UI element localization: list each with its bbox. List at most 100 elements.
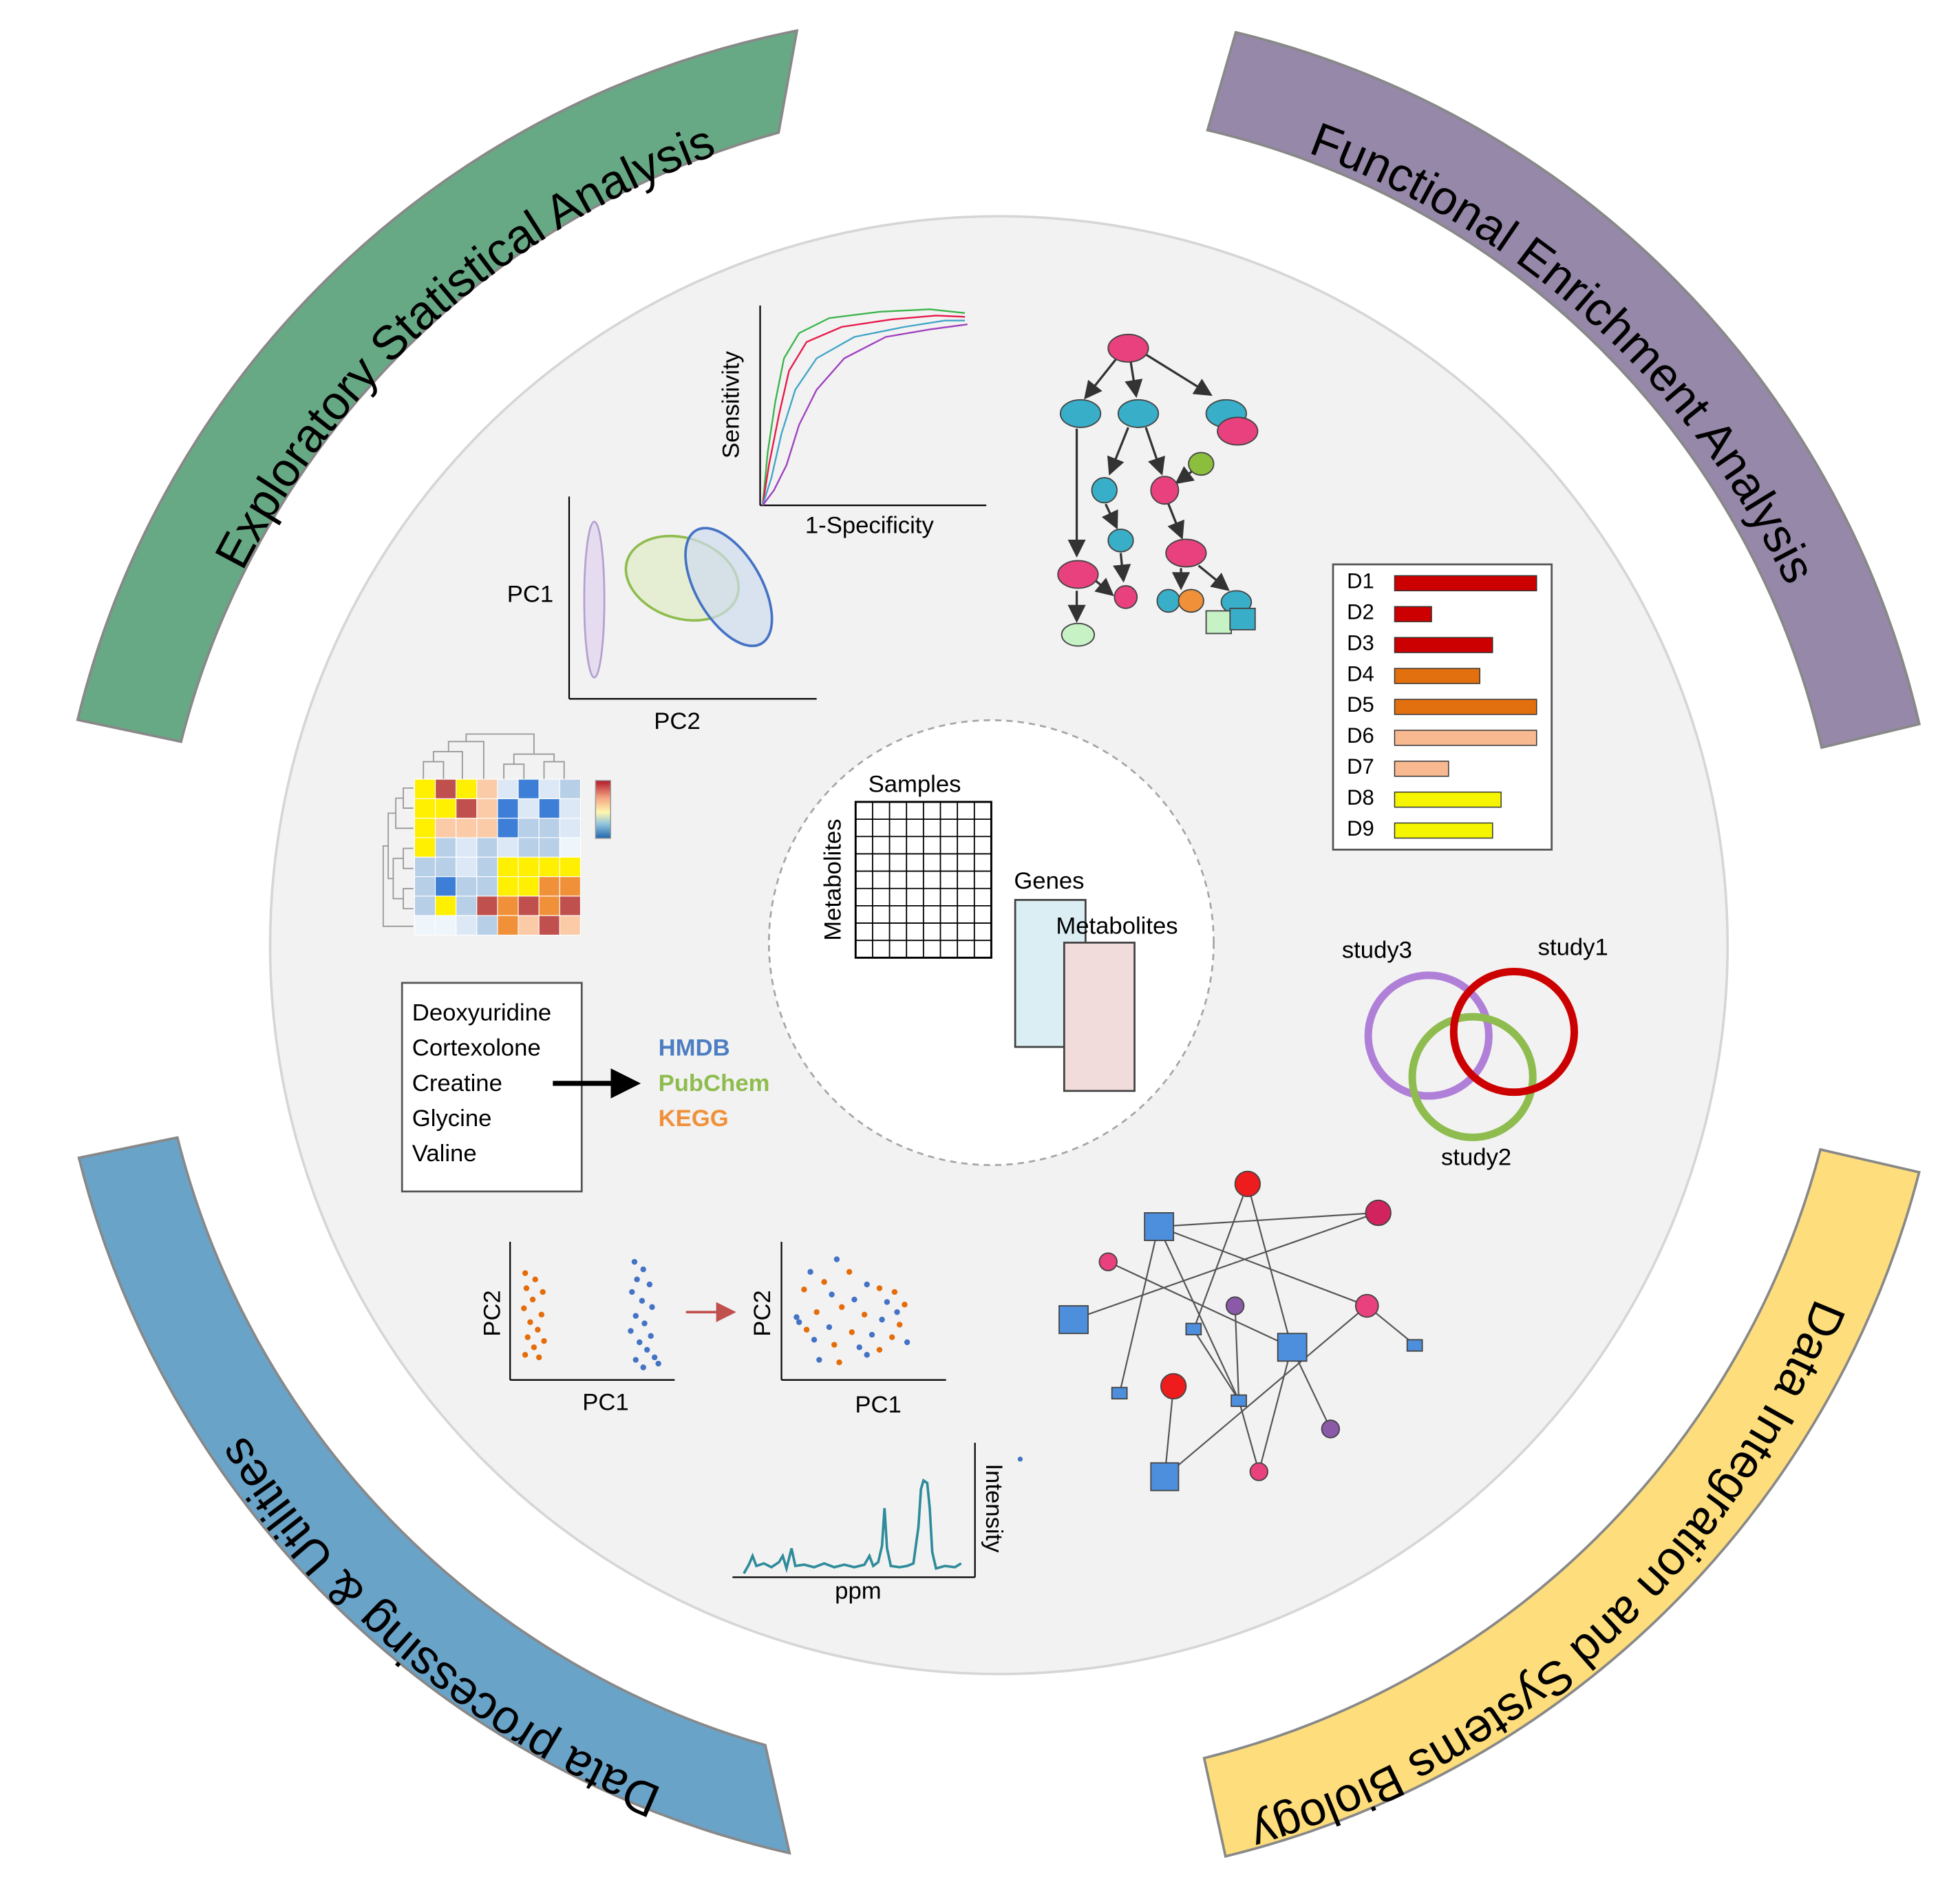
samples-label: Samples xyxy=(869,771,961,797)
heatmap-cell xyxy=(497,779,519,799)
network-graph xyxy=(1058,1170,1423,1492)
heatmap-cell xyxy=(497,876,519,897)
venn-circle-study2 xyxy=(1408,1013,1537,1141)
enrichment-category-label: D1 xyxy=(1347,569,1374,593)
network-node-square xyxy=(1406,1339,1423,1352)
scatter-point xyxy=(856,1344,862,1351)
scatter-point xyxy=(813,1309,820,1315)
heatmap-cell xyxy=(476,876,498,897)
tree-node xyxy=(1091,477,1118,504)
network-node-square xyxy=(1185,1322,1202,1335)
heatmap-chart xyxy=(382,733,611,936)
scatter-point xyxy=(632,1357,639,1363)
db-kegg: KEGG xyxy=(659,1105,729,1132)
metabolites-matrix-label: Metabolites xyxy=(1056,913,1178,940)
enrichment-category-label: D4 xyxy=(1347,661,1374,686)
scatter-point xyxy=(529,1296,536,1303)
heatmap-cell xyxy=(435,837,457,858)
scatter-point xyxy=(846,1269,853,1275)
heatmap-dendrogram-top xyxy=(423,733,565,780)
heatmap-cell xyxy=(476,779,498,799)
compound-list-box xyxy=(401,982,583,1193)
scatter-point xyxy=(864,1281,870,1288)
scatter-point xyxy=(902,1302,908,1308)
heatmap-cell xyxy=(559,798,581,819)
heatmap-cell xyxy=(497,915,519,936)
pca-ellipse-purple xyxy=(583,520,606,679)
scatter-point xyxy=(540,1289,546,1295)
roc-xlabel: 1-Specificity xyxy=(805,512,935,538)
tree-node xyxy=(1107,333,1149,363)
heatmap-cell xyxy=(414,915,436,936)
enrichment-category-label: D5 xyxy=(1347,692,1374,717)
venn-diagram: study3 study1 study2 xyxy=(1342,935,1608,1171)
roc-curve-2 xyxy=(761,315,966,506)
heatmap-cell xyxy=(559,856,581,878)
network-node-square xyxy=(1058,1305,1089,1335)
heatmap-cell xyxy=(497,856,519,878)
heatmap-cell xyxy=(414,798,436,819)
scatter-point xyxy=(876,1346,883,1353)
venn-label-study2: study2 xyxy=(1441,1145,1511,1171)
heatmap-cell xyxy=(456,818,478,838)
enrichment-category-label: D2 xyxy=(1347,600,1374,624)
tree-node xyxy=(1057,560,1099,589)
scatter-point xyxy=(655,1360,661,1367)
enrichment-bar xyxy=(1394,791,1502,808)
network-node-circle xyxy=(1365,1199,1392,1227)
venn-circle-study3 xyxy=(1364,971,1493,1100)
batch-after-xlabel: PC1 xyxy=(855,1392,901,1418)
scatter-point xyxy=(522,1352,529,1358)
heatmap-cell xyxy=(476,915,498,936)
heatmap-cell xyxy=(538,798,560,819)
scatter-point xyxy=(646,1281,653,1288)
scatter-point xyxy=(648,1333,654,1340)
heatmap-cell xyxy=(518,779,540,799)
network-node-circle xyxy=(1234,1170,1261,1198)
scatter-point xyxy=(861,1311,868,1318)
tree-node xyxy=(1229,607,1256,631)
tree-node xyxy=(1205,610,1233,635)
scatter-point xyxy=(632,1313,639,1319)
scatter-point xyxy=(894,1309,900,1315)
heatmap-cell xyxy=(414,818,436,838)
enrichment-category-label: D7 xyxy=(1347,754,1374,779)
scatter-point xyxy=(838,1304,845,1311)
scatter-point xyxy=(531,1344,537,1351)
scatter-point xyxy=(523,1285,530,1291)
scatter-point xyxy=(634,1276,640,1282)
scatter-point xyxy=(876,1285,883,1291)
scatter-point xyxy=(904,1339,910,1346)
spectrum-trace xyxy=(743,1478,962,1574)
heatmap-cell xyxy=(435,798,457,819)
tree-node xyxy=(1156,589,1181,613)
scatter-point xyxy=(641,1320,648,1326)
enrichment-chart: D1 D2 D3 D4 D5 D6 D7 D8 D9 xyxy=(1332,563,1553,851)
db-hmdb: HMDB xyxy=(659,1035,730,1061)
heatmap-cell xyxy=(476,798,498,819)
tree-node xyxy=(1061,622,1096,647)
scatter-point xyxy=(826,1324,833,1331)
roc-chart: Sensitivity 1-Specificity xyxy=(718,305,987,538)
compound-item: Creatine xyxy=(412,1070,502,1097)
scatter-point xyxy=(811,1337,818,1343)
metabolites-matrix xyxy=(1063,942,1136,1092)
scatter-point xyxy=(801,1287,807,1293)
network-node-square xyxy=(1150,1462,1180,1492)
heatmap-cell xyxy=(435,779,457,799)
network-node-circle xyxy=(1098,1252,1118,1271)
tree-node xyxy=(1188,452,1215,476)
heatmap-cell xyxy=(456,876,478,897)
network-node-square xyxy=(1111,1386,1128,1400)
scatter-point xyxy=(527,1319,533,1325)
enrichment-bars: D1 D2 D3 D4 D5 D6 D7 D8 D9 xyxy=(1347,569,1537,840)
heatmap-cell xyxy=(518,896,540,916)
enrichment-category-label: D9 xyxy=(1347,816,1374,840)
scatter-point xyxy=(891,1289,898,1295)
heatmap-cell xyxy=(414,876,436,897)
heatmap-cell xyxy=(518,915,540,936)
batch-before-ylabel: PC2 xyxy=(480,1290,506,1336)
scatter-point xyxy=(524,1334,531,1340)
roc-ylabel: Sensitivity xyxy=(718,350,744,458)
